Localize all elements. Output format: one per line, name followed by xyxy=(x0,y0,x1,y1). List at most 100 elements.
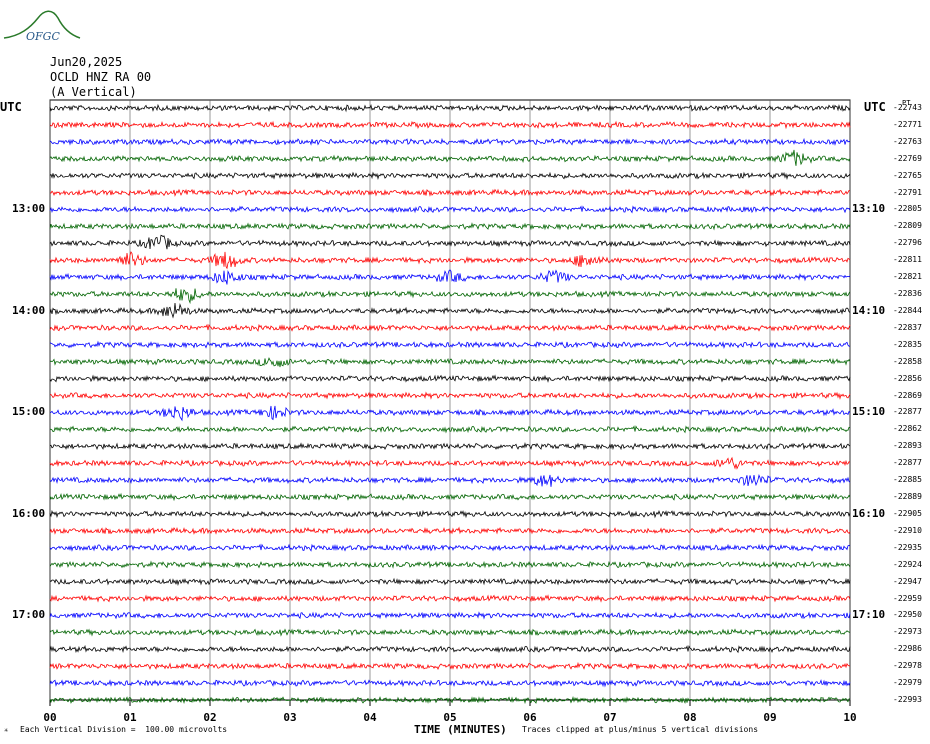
utc-right-label: UTC xyxy=(864,100,886,114)
trace-row-9 xyxy=(49,251,851,270)
row-value-label: -22858 xyxy=(893,356,922,366)
row-value-label: -22947 xyxy=(893,576,922,586)
trace-row-14 xyxy=(49,340,850,350)
row-value-label: -22986 xyxy=(893,644,922,654)
trace-row-31 xyxy=(49,628,851,637)
row-value-label: -22836 xyxy=(893,289,922,299)
pt-label: PT xyxy=(902,99,911,107)
row-value-label: -22877 xyxy=(893,458,922,468)
row-value-label: -22821 xyxy=(893,272,922,282)
trace-row-13 xyxy=(49,323,851,332)
trace-row-17 xyxy=(49,391,851,400)
row-value-label: -22811 xyxy=(893,255,922,265)
trace-row-18 xyxy=(49,405,851,422)
tiny-glyph: ✳ xyxy=(4,726,9,734)
trace-row-2 xyxy=(49,137,851,146)
x-tick-label: 09 xyxy=(763,711,777,724)
trace-row-0 xyxy=(49,103,851,113)
trace-row-32 xyxy=(49,644,851,654)
trace-row-33 xyxy=(49,661,851,671)
row-value-label: -22796 xyxy=(893,238,922,248)
row-value-label: -22771 xyxy=(893,119,922,129)
right-time-label: 16:10 xyxy=(852,506,886,520)
station-label: OCLD HNZ RA 00 xyxy=(50,70,152,84)
x-tick-label: 10 xyxy=(843,711,857,724)
trace-row-30 xyxy=(49,611,851,620)
logo-text: OFGC xyxy=(26,30,60,43)
utc-left-label: UTC xyxy=(0,100,22,114)
trace-row-20 xyxy=(49,441,851,451)
left-time-label: 17:00 xyxy=(12,608,46,622)
trace-row-12 xyxy=(49,302,851,319)
row-value-label: -22837 xyxy=(893,322,922,332)
trace-row-4 xyxy=(49,171,851,180)
trace-row-35 xyxy=(49,695,851,705)
row-value-label: -22924 xyxy=(893,559,922,569)
clip-note: Traces clipped at plus/minus 5 vertical … xyxy=(522,725,759,734)
row-value-label: -22910 xyxy=(893,525,922,535)
trace-row-8 xyxy=(49,234,851,250)
date-label: Jun20,2025 xyxy=(50,55,123,69)
trace-row-26 xyxy=(49,543,851,552)
scale-note: Each Vertical Division = 100.00 microvol… xyxy=(20,725,228,734)
trace-row-15 xyxy=(49,357,851,368)
row-value-label: -22809 xyxy=(893,221,922,231)
trace-row-3 xyxy=(49,149,851,166)
row-value-label: -22743 xyxy=(893,103,922,112)
trace-row-16 xyxy=(49,374,851,383)
trace-row-10 xyxy=(49,269,851,285)
row-value-label: -22791 xyxy=(893,187,922,197)
row-value-label: -22935 xyxy=(893,542,922,552)
trace-row-24 xyxy=(49,509,851,519)
x-tick-label: 06 xyxy=(523,711,537,724)
x-tick-label: 05 xyxy=(443,711,457,724)
right-time-label: 17:10 xyxy=(852,608,886,622)
trace-row-1 xyxy=(49,120,851,130)
trace-row-34 xyxy=(49,679,851,688)
row-value-label: -22973 xyxy=(893,627,922,637)
x-tick-label: 00 xyxy=(43,711,57,724)
trace-row-6 xyxy=(49,205,851,214)
trace-row-25 xyxy=(49,526,851,535)
logo-swoosh-icon xyxy=(3,10,81,39)
component-label: (A Vertical) xyxy=(50,85,137,99)
row-value-label: -22877 xyxy=(893,407,922,417)
trace-row-19 xyxy=(49,425,851,434)
trace-row-27 xyxy=(49,560,851,569)
trace-row-28 xyxy=(49,577,851,586)
row-value-label: -22950 xyxy=(893,610,922,620)
x-tick-label: 01 xyxy=(123,711,137,724)
row-value-label: -22805 xyxy=(893,204,922,214)
x-tick-label: 08 xyxy=(683,711,697,724)
x-tick-label: 03 xyxy=(283,711,297,724)
right-time-label: 14:10 xyxy=(852,303,886,317)
ofgc-logo: OFGC xyxy=(3,10,81,43)
row-value-label: -22844 xyxy=(893,305,922,315)
left-time-label: 15:00 xyxy=(12,405,46,419)
row-value-label: -22978 xyxy=(893,661,922,671)
x-tick-label: 02 xyxy=(203,711,217,724)
trace-row-23 xyxy=(49,492,851,502)
row-value-label: -22856 xyxy=(893,373,922,383)
trace-row-11 xyxy=(49,288,851,305)
row-value-label: -22905 xyxy=(893,508,922,518)
right-time-label: 15:10 xyxy=(852,405,886,419)
row-value-label: -22893 xyxy=(893,441,922,451)
row-value-label: -22979 xyxy=(893,678,922,688)
row-value-label: -22765 xyxy=(893,170,922,180)
x-tick-label: 04 xyxy=(363,711,377,724)
right-time-label: 13:10 xyxy=(852,202,886,216)
row-value-label: -22869 xyxy=(893,390,922,400)
row-value-label: -22889 xyxy=(893,492,922,502)
row-value-label: -22769 xyxy=(893,153,922,163)
row-value-label: -22959 xyxy=(893,593,922,603)
trace-row-29 xyxy=(49,594,851,603)
row-value-label: -22835 xyxy=(893,339,922,349)
row-value-label: -22885 xyxy=(893,475,922,485)
trace-row-5 xyxy=(49,188,850,197)
left-time-label: 14:00 xyxy=(12,303,46,317)
left-time-label: 16:00 xyxy=(12,506,46,520)
left-time-label: 13:00 xyxy=(12,202,46,216)
x-tick-label: 07 xyxy=(603,711,617,724)
